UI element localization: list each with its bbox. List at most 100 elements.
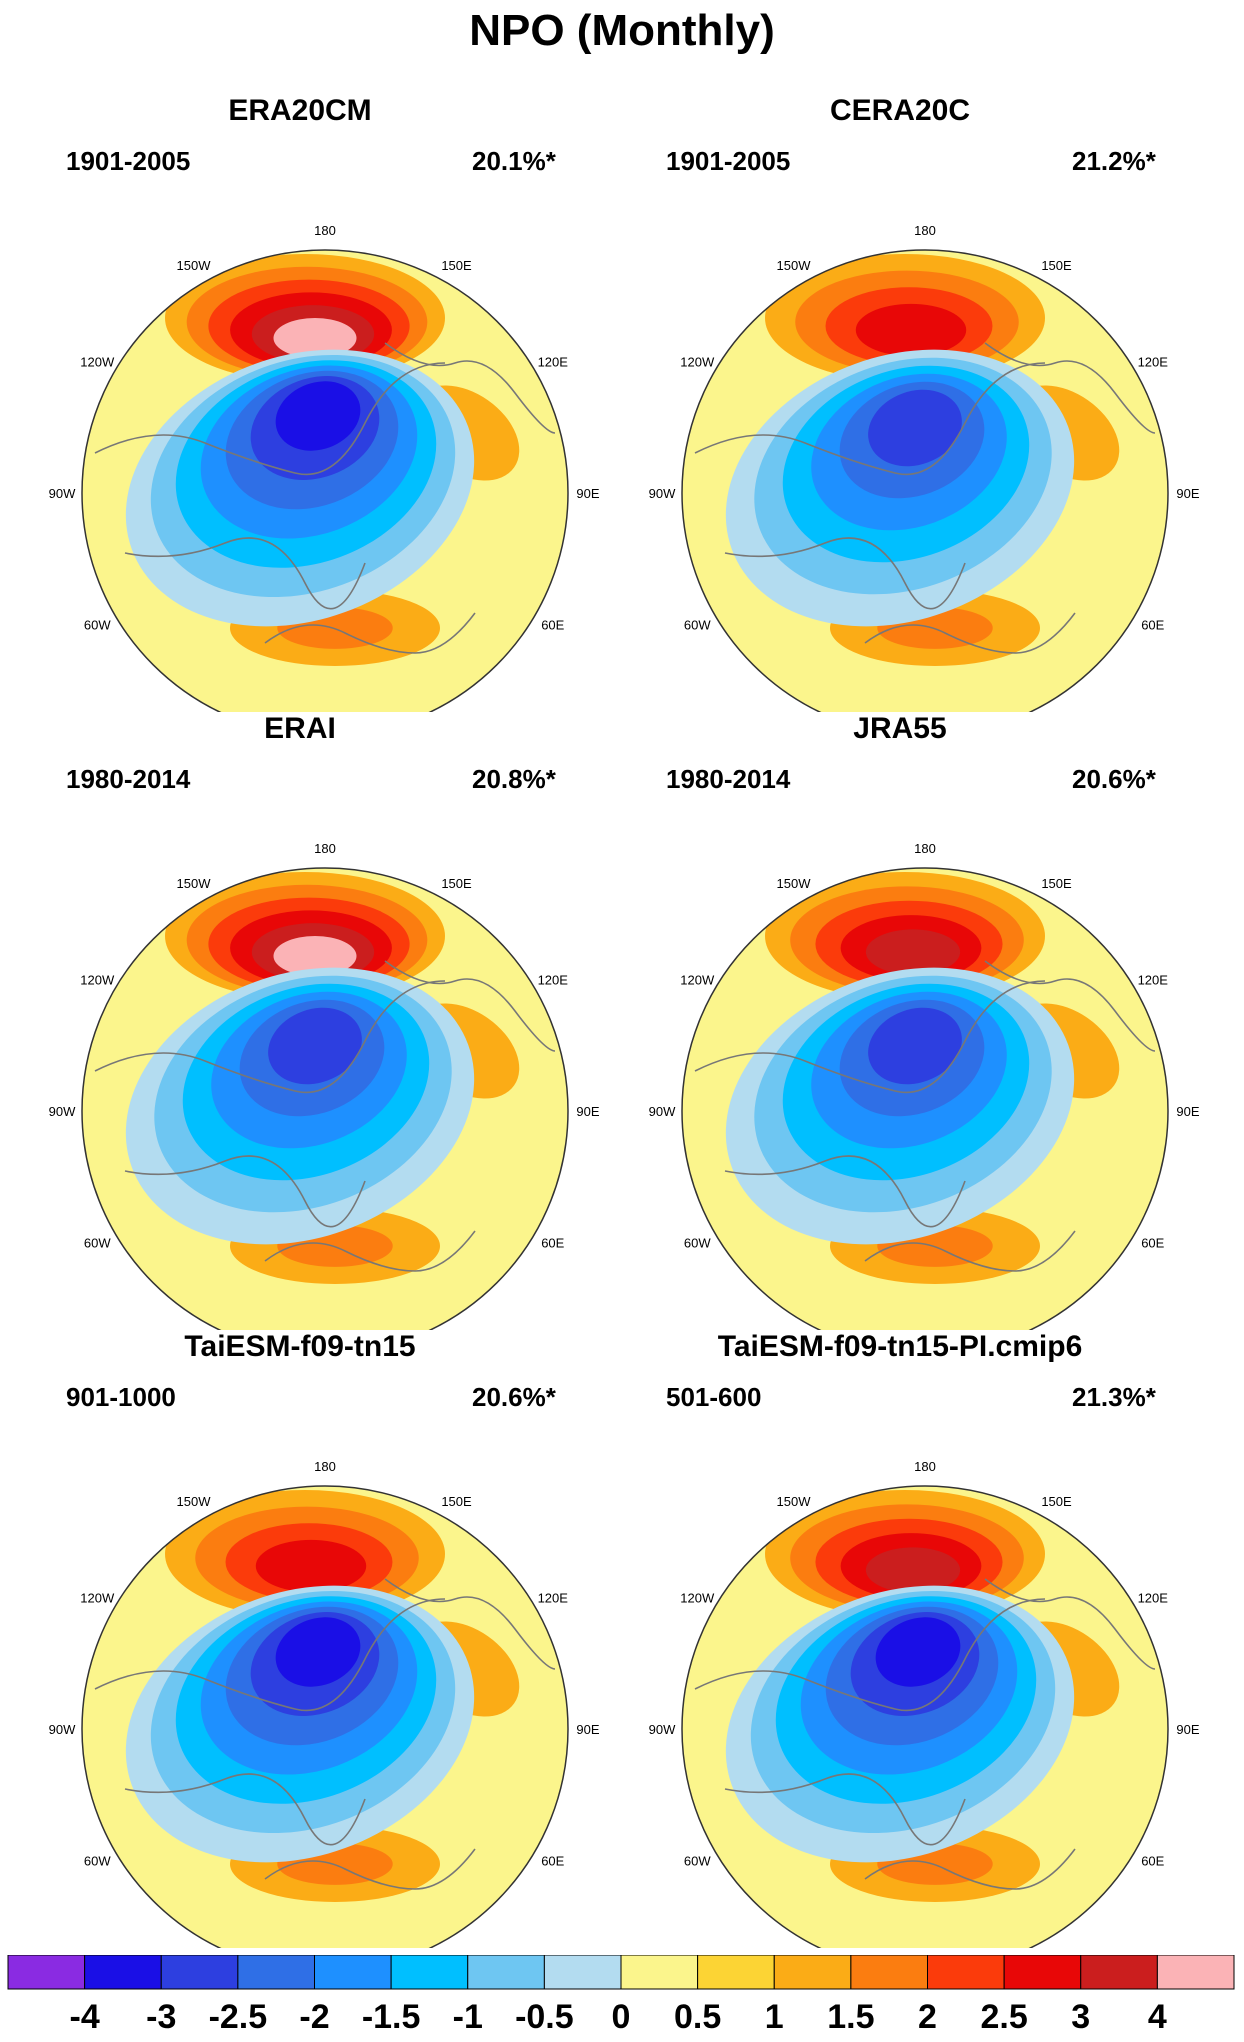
longitude-label: 120W bbox=[680, 973, 715, 988]
panel-variance-percent: 20.6%* bbox=[472, 1382, 556, 1412]
map-boundary bbox=[681, 249, 1169, 712]
map-boundary bbox=[81, 1485, 569, 1948]
longitude-label: 90E bbox=[576, 486, 599, 501]
longitude-label: 180 bbox=[914, 841, 936, 856]
longitude-label: 60W bbox=[84, 618, 111, 633]
longitude-label: 60E bbox=[541, 1854, 564, 1869]
colorbar-tick-label: -3 bbox=[146, 1998, 177, 2036]
longitude-label: 150W bbox=[777, 876, 812, 891]
colorbar-swatch bbox=[543, 1955, 622, 1990]
longitude-label: 180 bbox=[314, 1459, 336, 1474]
longitude-label: 90W bbox=[49, 486, 76, 501]
colorbar-swatch bbox=[390, 1955, 469, 1990]
colorbar-swatch bbox=[84, 1955, 162, 1990]
arctic-low-contour bbox=[868, 389, 962, 467]
north-pacific-high-contour bbox=[273, 317, 357, 359]
longitude-label: 120E bbox=[1138, 973, 1169, 988]
colorbar-tick-label: -0.5 bbox=[515, 1998, 574, 2036]
colorbar-tick-label: 3 bbox=[1071, 1998, 1091, 2036]
longitude-label: 60W bbox=[684, 618, 711, 633]
coastline bbox=[724, 537, 966, 610]
coastline bbox=[94, 362, 446, 476]
longitude-label: 180 bbox=[314, 223, 336, 238]
longitude-label: 150W bbox=[777, 1494, 812, 1509]
coastline bbox=[724, 1155, 966, 1228]
longitude-label: 90W bbox=[649, 1104, 676, 1119]
map-panel: 180150E120E90E60E30E030W60W90W120W150WTa… bbox=[600, 1328, 1222, 1948]
coastline bbox=[694, 1598, 1046, 1712]
north-pacific-high-contour bbox=[855, 303, 967, 357]
panel-period: 1901-2005 bbox=[666, 146, 791, 176]
coastline bbox=[124, 1155, 366, 1228]
panel-variance-percent: 20.6%* bbox=[1072, 764, 1156, 794]
north-pacific-high-contour bbox=[273, 935, 357, 977]
panel-period: 1901-2005 bbox=[66, 146, 191, 176]
map-panel: 180150E120E90E60E30E030W60W90W120W150WER… bbox=[0, 92, 622, 712]
panel-period: 1980-2014 bbox=[666, 764, 791, 794]
longitude-label: 60E bbox=[1141, 618, 1164, 633]
coastline bbox=[94, 980, 446, 1094]
coastline bbox=[124, 537, 366, 610]
longitude-label: 150W bbox=[777, 258, 812, 273]
longitude-label: 60W bbox=[684, 1854, 711, 1869]
colorbar-swatch bbox=[697, 1955, 775, 1990]
longitude-label: 180 bbox=[914, 223, 936, 238]
longitude-label: 60E bbox=[541, 1236, 564, 1251]
arctic-low-contour bbox=[875, 1617, 961, 1687]
longitude-label: 90E bbox=[1176, 1104, 1199, 1119]
longitude-label: 150E bbox=[441, 876, 472, 891]
colorbar-swatch bbox=[314, 1955, 392, 1990]
longitude-label: 120W bbox=[80, 1591, 115, 1606]
panel-variance-percent: 20.8%* bbox=[472, 764, 556, 794]
coastline bbox=[724, 1773, 966, 1846]
map-boundary bbox=[81, 249, 569, 712]
longitude-label: 90E bbox=[1176, 1722, 1199, 1737]
map-panel: 180150E120E90E60E30E030W60W90W120W150WJR… bbox=[600, 710, 1222, 1330]
coastline bbox=[694, 980, 1046, 1094]
coastline bbox=[384, 960, 556, 1052]
coastline bbox=[984, 960, 1156, 1052]
colorbar-swatch bbox=[237, 1955, 315, 1990]
longitude-label: 60E bbox=[1141, 1854, 1164, 1869]
polar-map: 180150E120E90E60E30E030W60W90W120W150W bbox=[49, 841, 600, 1330]
colorbar-tick-label: -2.5 bbox=[208, 1998, 268, 2036]
longitude-label: 90E bbox=[576, 1104, 599, 1119]
coastline bbox=[864, 612, 1076, 654]
colorbar-swatch bbox=[620, 1955, 699, 1990]
longitude-label: 90E bbox=[1176, 486, 1199, 501]
panel-title: JRA55 bbox=[853, 712, 947, 745]
longitude-label: 120W bbox=[680, 1591, 715, 1606]
longitude-label: 150E bbox=[1041, 876, 1072, 891]
colorbar bbox=[7, 1955, 1235, 1990]
arctic-low-contour bbox=[868, 1007, 962, 1085]
longitude-label: 120E bbox=[538, 355, 569, 370]
map-panel: 180150E120E90E60E30E030W60W90W120W150WER… bbox=[0, 710, 622, 1330]
coastline bbox=[984, 342, 1156, 434]
colorbar-swatch bbox=[850, 1955, 928, 1990]
north-pacific-high-contour bbox=[865, 1547, 961, 1593]
polar-map: 180150E120E90E60E30E030W60W90W120W150W bbox=[49, 1459, 600, 1948]
coastline bbox=[384, 342, 556, 434]
colorbar-tick-label: -1 bbox=[452, 1998, 483, 2036]
colorbar-tick-label: -1.5 bbox=[361, 1998, 421, 2036]
longitude-label: 150W bbox=[177, 1494, 212, 1509]
polar-map: 180150E120E90E60E30E030W60W90W120W150W bbox=[49, 223, 600, 712]
longitude-label: 120E bbox=[538, 973, 569, 988]
polar-map: 180150E120E90E60E30E030W60W90W120W150W bbox=[649, 841, 1200, 1330]
panel-variance-percent: 21.2%* bbox=[1072, 146, 1156, 176]
coastline bbox=[264, 612, 476, 654]
colorbar-tick-label: 2.5 bbox=[980, 1998, 1028, 2036]
colorbar-swatch bbox=[1003, 1955, 1082, 1990]
longitude-label: 60E bbox=[1141, 1236, 1164, 1251]
polar-map: 180150E120E90E60E30E030W60W90W120W150W bbox=[649, 223, 1200, 712]
main-title: NPO (Monthly) bbox=[469, 6, 775, 55]
longitude-label: 60W bbox=[84, 1236, 111, 1251]
colorbar-swatch bbox=[467, 1955, 545, 1990]
colorbar-tick-label: -2 bbox=[299, 1998, 330, 2036]
longitude-label: 120E bbox=[1138, 1591, 1169, 1606]
coastline bbox=[264, 1230, 476, 1272]
longitude-label: 90W bbox=[649, 1722, 676, 1737]
longitude-label: 150W bbox=[177, 876, 212, 891]
longitude-label: 90W bbox=[49, 1104, 76, 1119]
panel-period: 1980-2014 bbox=[66, 764, 191, 794]
